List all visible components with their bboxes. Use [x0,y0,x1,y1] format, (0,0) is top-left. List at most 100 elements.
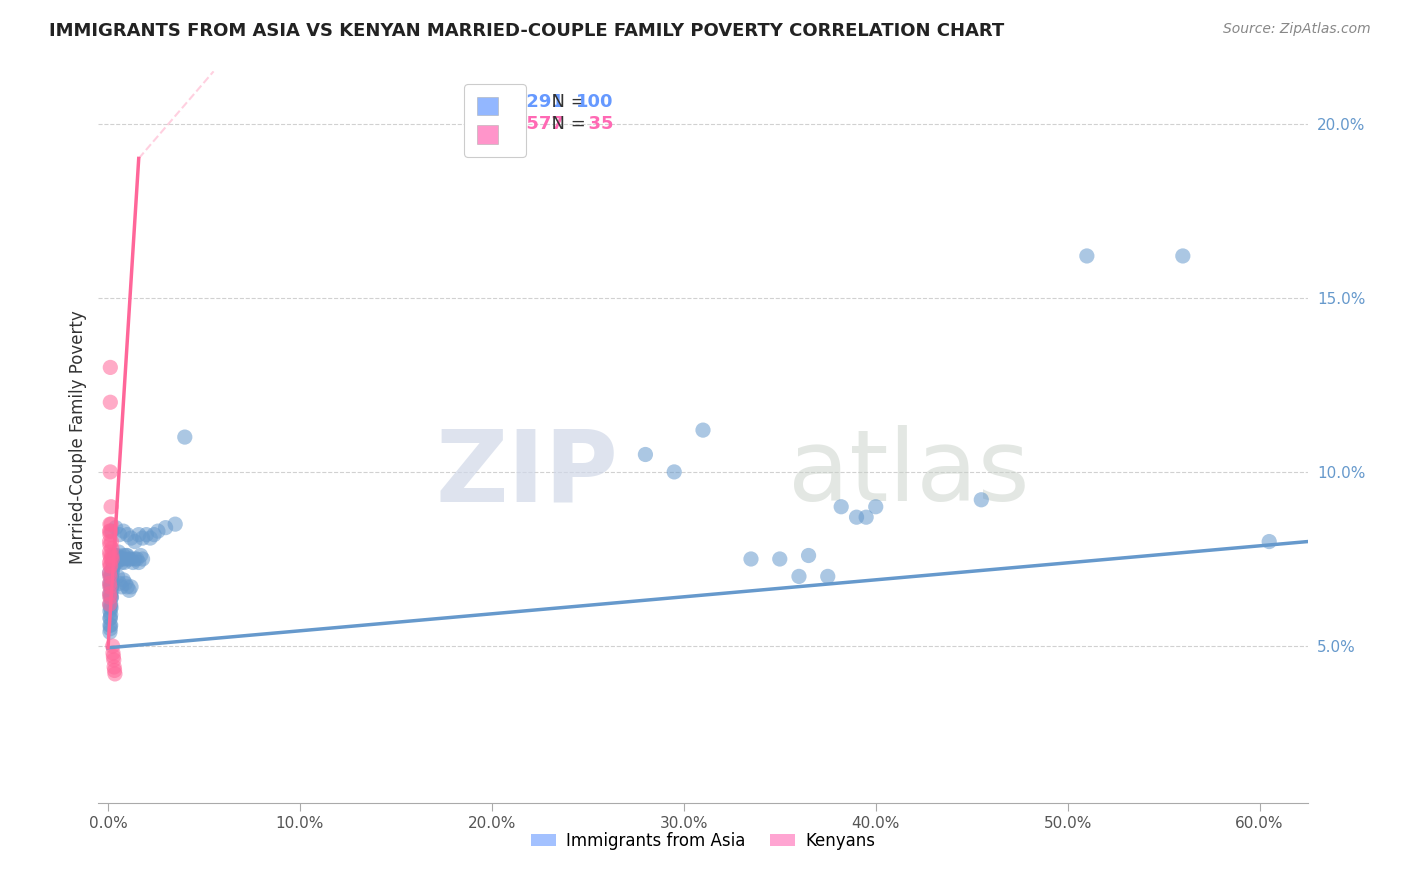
Point [120,531,142,545]
Text: ZIP: ZIP [436,425,619,522]
Point [98,591,121,605]
Text: 100: 100 [576,93,613,112]
Point [100,591,122,605]
Point [114,552,136,566]
Point [100,552,122,566]
Point [101,562,124,576]
Point [98,569,121,583]
Point [100,600,122,615]
Point [98,524,121,538]
Point [135,527,157,541]
Point [110,556,132,570]
Point [98,576,121,591]
Point [143,527,166,541]
Text: N =: N = [540,115,592,133]
Point [100,580,122,594]
Text: 0.291: 0.291 [508,93,564,112]
Point [634,448,657,462]
Point [98,569,121,583]
Point [98,587,121,601]
Point [114,576,136,591]
Point [104,667,127,681]
Point [112,549,135,563]
Point [740,552,762,566]
Point [124,552,146,566]
Point [104,552,127,566]
Point [115,549,138,563]
Point [101,524,124,538]
Point [108,576,131,591]
Point [98,611,121,625]
Point [98,580,121,594]
Point [817,569,839,583]
Point [101,646,124,660]
Point [101,573,124,587]
Point [105,556,128,570]
Point [865,500,887,514]
Point [100,597,122,611]
Point [125,552,148,566]
Point [155,521,177,535]
Point [98,600,121,615]
Point [98,524,121,538]
Point [122,556,145,570]
Point [98,566,121,580]
Text: 0.577: 0.577 [508,115,564,133]
Point [98,465,121,479]
Point [98,534,121,549]
Point [120,552,142,566]
Point [98,566,121,580]
Point [769,552,792,566]
Point [100,587,122,601]
Point [101,541,124,556]
Point [692,423,714,437]
Point [100,580,122,594]
Point [101,549,124,563]
Legend: Immigrants from Asia, Kenyans: Immigrants from Asia, Kenyans [524,825,882,856]
Point [1076,249,1098,263]
Point [104,521,127,535]
Point [103,549,125,563]
Y-axis label: Married-Couple Family Poverty: Married-Couple Family Poverty [69,310,87,564]
Point [131,531,153,545]
Point [98,591,121,605]
Point [98,597,121,611]
Point [100,591,122,605]
Point [98,360,121,375]
Point [104,556,127,570]
Point [101,583,124,598]
Point [101,639,124,653]
Point [830,500,852,514]
Point [98,604,121,618]
Point [98,618,121,632]
Point [787,569,810,583]
Point [98,545,121,559]
Point [664,465,686,479]
Point [98,556,121,570]
Point [118,583,141,598]
Point [112,556,135,570]
Point [1171,249,1194,263]
Point [98,625,121,640]
Point [111,552,134,566]
Point [103,556,125,570]
Point [98,611,121,625]
Text: IMMIGRANTS FROM ASIA VS KENYAN MARRIED-COUPLE FAMILY POVERTY CORRELATION CHART: IMMIGRANTS FROM ASIA VS KENYAN MARRIED-C… [49,22,1004,40]
Point [110,552,132,566]
Point [100,500,122,514]
Point [98,622,121,636]
Point [98,587,121,601]
Point [173,430,195,444]
Point [112,573,135,587]
Point [128,527,150,541]
Point [100,558,122,573]
Point [98,538,121,552]
Point [98,580,121,594]
Point [110,580,132,594]
Point [103,558,125,573]
Point [100,576,122,591]
Point [129,549,152,563]
Point [115,527,138,541]
Point [103,649,125,664]
Point [108,552,131,566]
